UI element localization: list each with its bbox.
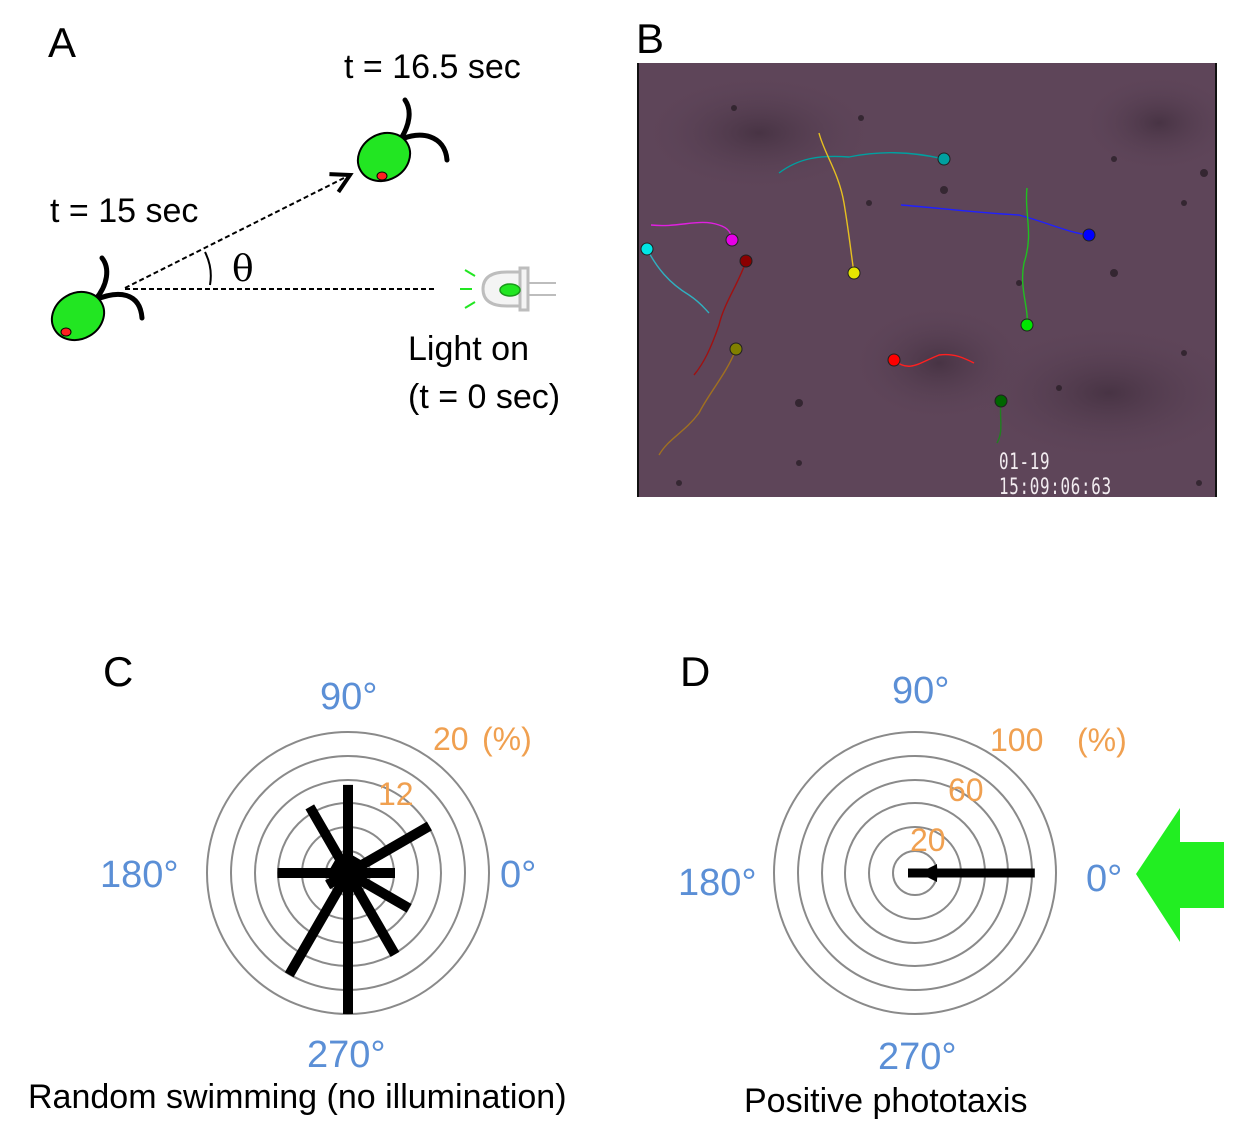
chart-d-ring-5: [773, 731, 1057, 1015]
chart-c-radial-12: 12: [378, 776, 414, 812]
chart-c-hub: [336, 861, 360, 885]
panel-a-letter: A: [48, 19, 77, 66]
chart-d-radial-60: 60: [948, 772, 984, 808]
time-early-label: t = 15 sec: [50, 192, 199, 230]
chart-c-caption: Random swimming (no illumination): [28, 1078, 567, 1116]
chart-d-caption: Positive phototaxis: [744, 1082, 1028, 1120]
chart-d-label-90: 90°: [892, 670, 950, 712]
led-icon: [460, 266, 556, 312]
chart-c-petal-240: [284, 870, 353, 978]
chart-c-petal-300: [343, 870, 400, 957]
light-time-label: (t = 0 sec): [408, 378, 561, 416]
chart-c-label-90: 90°: [320, 676, 378, 718]
chart-d-label-180: 180°: [678, 862, 757, 904]
cell-early-icon: [50, 255, 145, 342]
chart-d-label-0: 0°: [1086, 858, 1123, 900]
panel-d-letter: D: [680, 648, 711, 695]
time-late-label: t = 16.5 sec: [344, 48, 521, 86]
video-timestamp: 01-19 15:09:06:63: [999, 450, 1112, 497]
trajectory-line: [124, 175, 350, 289]
light-on-label: Light on: [408, 330, 529, 368]
chart-c-petal-120: [305, 804, 353, 876]
chart-c-label-180: 180°: [100, 854, 179, 896]
micrograph-image: 01-19 15:09:06:63: [637, 63, 1217, 497]
chart-d-mean-arrowhead: [919, 864, 937, 882]
tracks-overlay: [639, 73, 1215, 486]
chart-d-unit: (%): [1077, 722, 1127, 758]
chart-d-label-270: 270°: [878, 1036, 957, 1078]
chart-c-petal-30: [345, 821, 432, 878]
chart-c-label-0: 0°: [500, 854, 537, 896]
chart-d-radial-100: 100: [990, 722, 1044, 758]
chart-c-unit: (%): [482, 721, 532, 757]
cell-late-icon: [356, 97, 450, 183]
panel-a-diagram: [50, 97, 556, 342]
panel-b-letter: B: [636, 15, 665, 62]
angle-arc: [204, 251, 212, 286]
theta-symbol: θ: [232, 249, 254, 290]
cell-markers: [640, 152, 1096, 408]
chart-c-label-270: 270°: [307, 1034, 386, 1076]
panel-c-letter: C: [103, 648, 134, 695]
chart-c-radial-20: 20: [433, 721, 469, 757]
chart-d-radial-20: 20: [910, 822, 946, 858]
cell-tracks: [646, 132, 1090, 456]
